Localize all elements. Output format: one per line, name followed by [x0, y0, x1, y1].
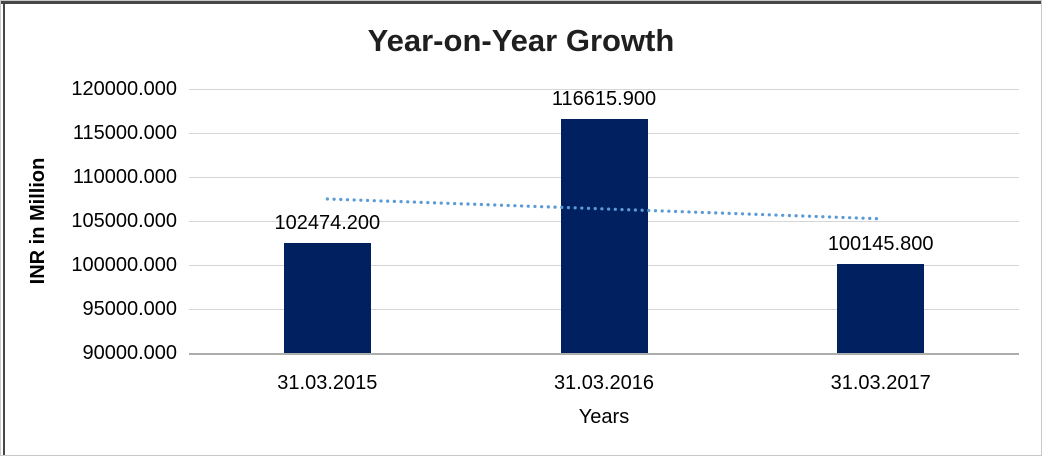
- bar: [560, 118, 648, 353]
- plot-area: 102474.200 116615.900 100145.800: [189, 87, 1019, 355]
- y-tick-label: 105000.000: [71, 210, 177, 232]
- y-tick-label: 120000.000: [71, 78, 177, 100]
- bar: [283, 243, 371, 353]
- x-tick-label: 31.03.2017: [830, 372, 931, 394]
- y-tick-label: 110000.000: [72, 166, 177, 188]
- y-tick-label: 90000.000: [82, 342, 177, 364]
- frame-top-border: [1, 1, 1041, 4]
- x-tick-label: 31.03.2016: [553, 372, 655, 394]
- frame-left-border: [3, 1, 5, 455]
- x-tick-label: 31.03.2015: [277, 372, 378, 394]
- gridline: [189, 88, 1019, 90]
- bar-value-label: 100145.800: [827, 232, 934, 255]
- trendline: [325, 197, 883, 221]
- y-tick-label: 95000.000: [82, 298, 177, 320]
- bar-value-label: 116615.900: [551, 87, 657, 110]
- x-axis-title: Years: [578, 406, 630, 428]
- trendline-dotted-line: [325, 197, 883, 221]
- y-tick-label: 115000.000: [72, 122, 177, 144]
- bar-value-label: 102474.200: [274, 212, 381, 235]
- y-tick-label: 100000.000: [71, 254, 177, 276]
- chart-title: Year-on-Year Growth: [367, 23, 675, 58]
- bar: [837, 263, 925, 353]
